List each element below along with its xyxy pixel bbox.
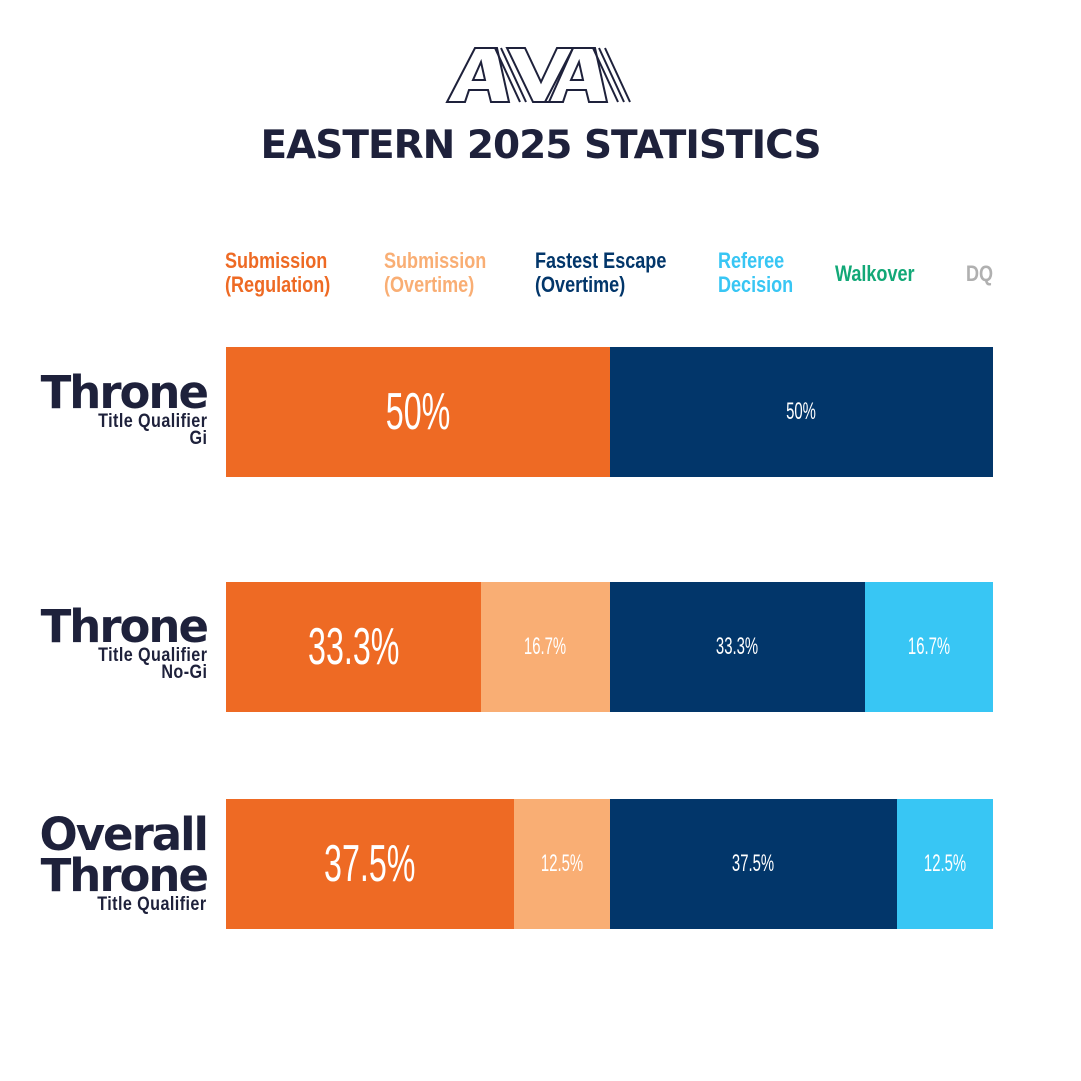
bar-segment-submission-overtime: 16.7% — [481, 582, 610, 712]
row-label-title: Throne — [40, 366, 209, 419]
legend-label: Referee — [718, 248, 785, 273]
legend-label: Submission — [384, 248, 487, 273]
ava-logo — [445, 47, 631, 103]
row-label-overall: Overall Throne Title Qualifier — [39, 808, 209, 915]
row-label-title: Overall — [39, 808, 209, 861]
legend-label: (Overtime) — [384, 272, 475, 297]
bar-segment-fastest-escape-overtime: 33.3% — [610, 582, 865, 712]
data-label: 50% — [786, 398, 817, 425]
data-label: 16.7% — [524, 633, 567, 660]
data-label: 33.3% — [307, 618, 400, 676]
data-label: 12.5% — [923, 850, 967, 877]
legend-label: Submission — [225, 248, 328, 273]
bar-row-nogi: 33.3% 16.7% 33.3% 16.7% — [226, 582, 993, 712]
row-label-subtitle: Gi — [189, 428, 207, 449]
legend-label: Fastest Escape — [535, 248, 667, 273]
data-label: 12.5% — [540, 850, 584, 877]
row-label-nogi: Throne Title Qualifier No-Gi — [40, 600, 209, 683]
bar-segment-fastest-escape-overtime: 50% — [610, 347, 993, 477]
data-label: 33.3% — [716, 633, 759, 660]
legend-dq: DQ — [966, 262, 993, 286]
data-label: 50% — [385, 383, 451, 441]
bar-row-overall: 37.5% 12.5% 37.5% 12.5% — [226, 799, 993, 929]
row-label-subtitle: Title Qualifier — [97, 894, 207, 915]
row-label-gi: Throne Title Qualifier Gi — [40, 366, 209, 449]
bar-segment-submission-overtime: 12.5% — [514, 799, 610, 929]
legend-label: DQ — [966, 261, 994, 286]
legend-fastest-escape-overtime: Fastest Escape (Overtime) — [535, 249, 666, 297]
bar-segment-referee-decision: 12.5% — [897, 799, 993, 929]
legend-walkover: Walkover — [835, 262, 915, 286]
bar-segment-submission-regulation: 37.5% — [226, 799, 514, 929]
row-label-subtitle: No-Gi — [160, 662, 207, 683]
legend-label: Decision — [718, 272, 794, 297]
row-label-title: Throne — [40, 600, 209, 653]
legend-label: Walkover — [835, 261, 915, 286]
bar-row-gi: 50% 50% — [226, 347, 993, 477]
data-label: 16.7% — [907, 633, 951, 660]
legend-submission-overtime: Submission (Overtime) — [384, 249, 486, 297]
row-label-title: Throne — [40, 849, 209, 902]
legend-label: (Overtime) — [535, 272, 626, 297]
page-title: EASTERN 2025 STATISTICS — [260, 123, 821, 168]
legend-referee-decision: Referee Decision — [718, 249, 793, 297]
row-label-subtitle: Title Qualifier — [97, 411, 207, 432]
legend-submission-regulation: Submission (Regulation) — [225, 249, 330, 297]
row-label-subtitle: Title Qualifier — [97, 645, 207, 666]
bar-segment-referee-decision: 16.7% — [865, 582, 993, 712]
legend-label: (Regulation) — [225, 272, 331, 297]
bar-segment-submission-regulation: 50% — [226, 347, 610, 477]
data-label: 37.5% — [732, 850, 775, 877]
data-label: 37.5% — [324, 835, 416, 893]
bar-segment-submission-regulation: 33.3% — [226, 582, 481, 712]
bar-segment-fastest-escape-overtime: 37.5% — [610, 799, 897, 929]
